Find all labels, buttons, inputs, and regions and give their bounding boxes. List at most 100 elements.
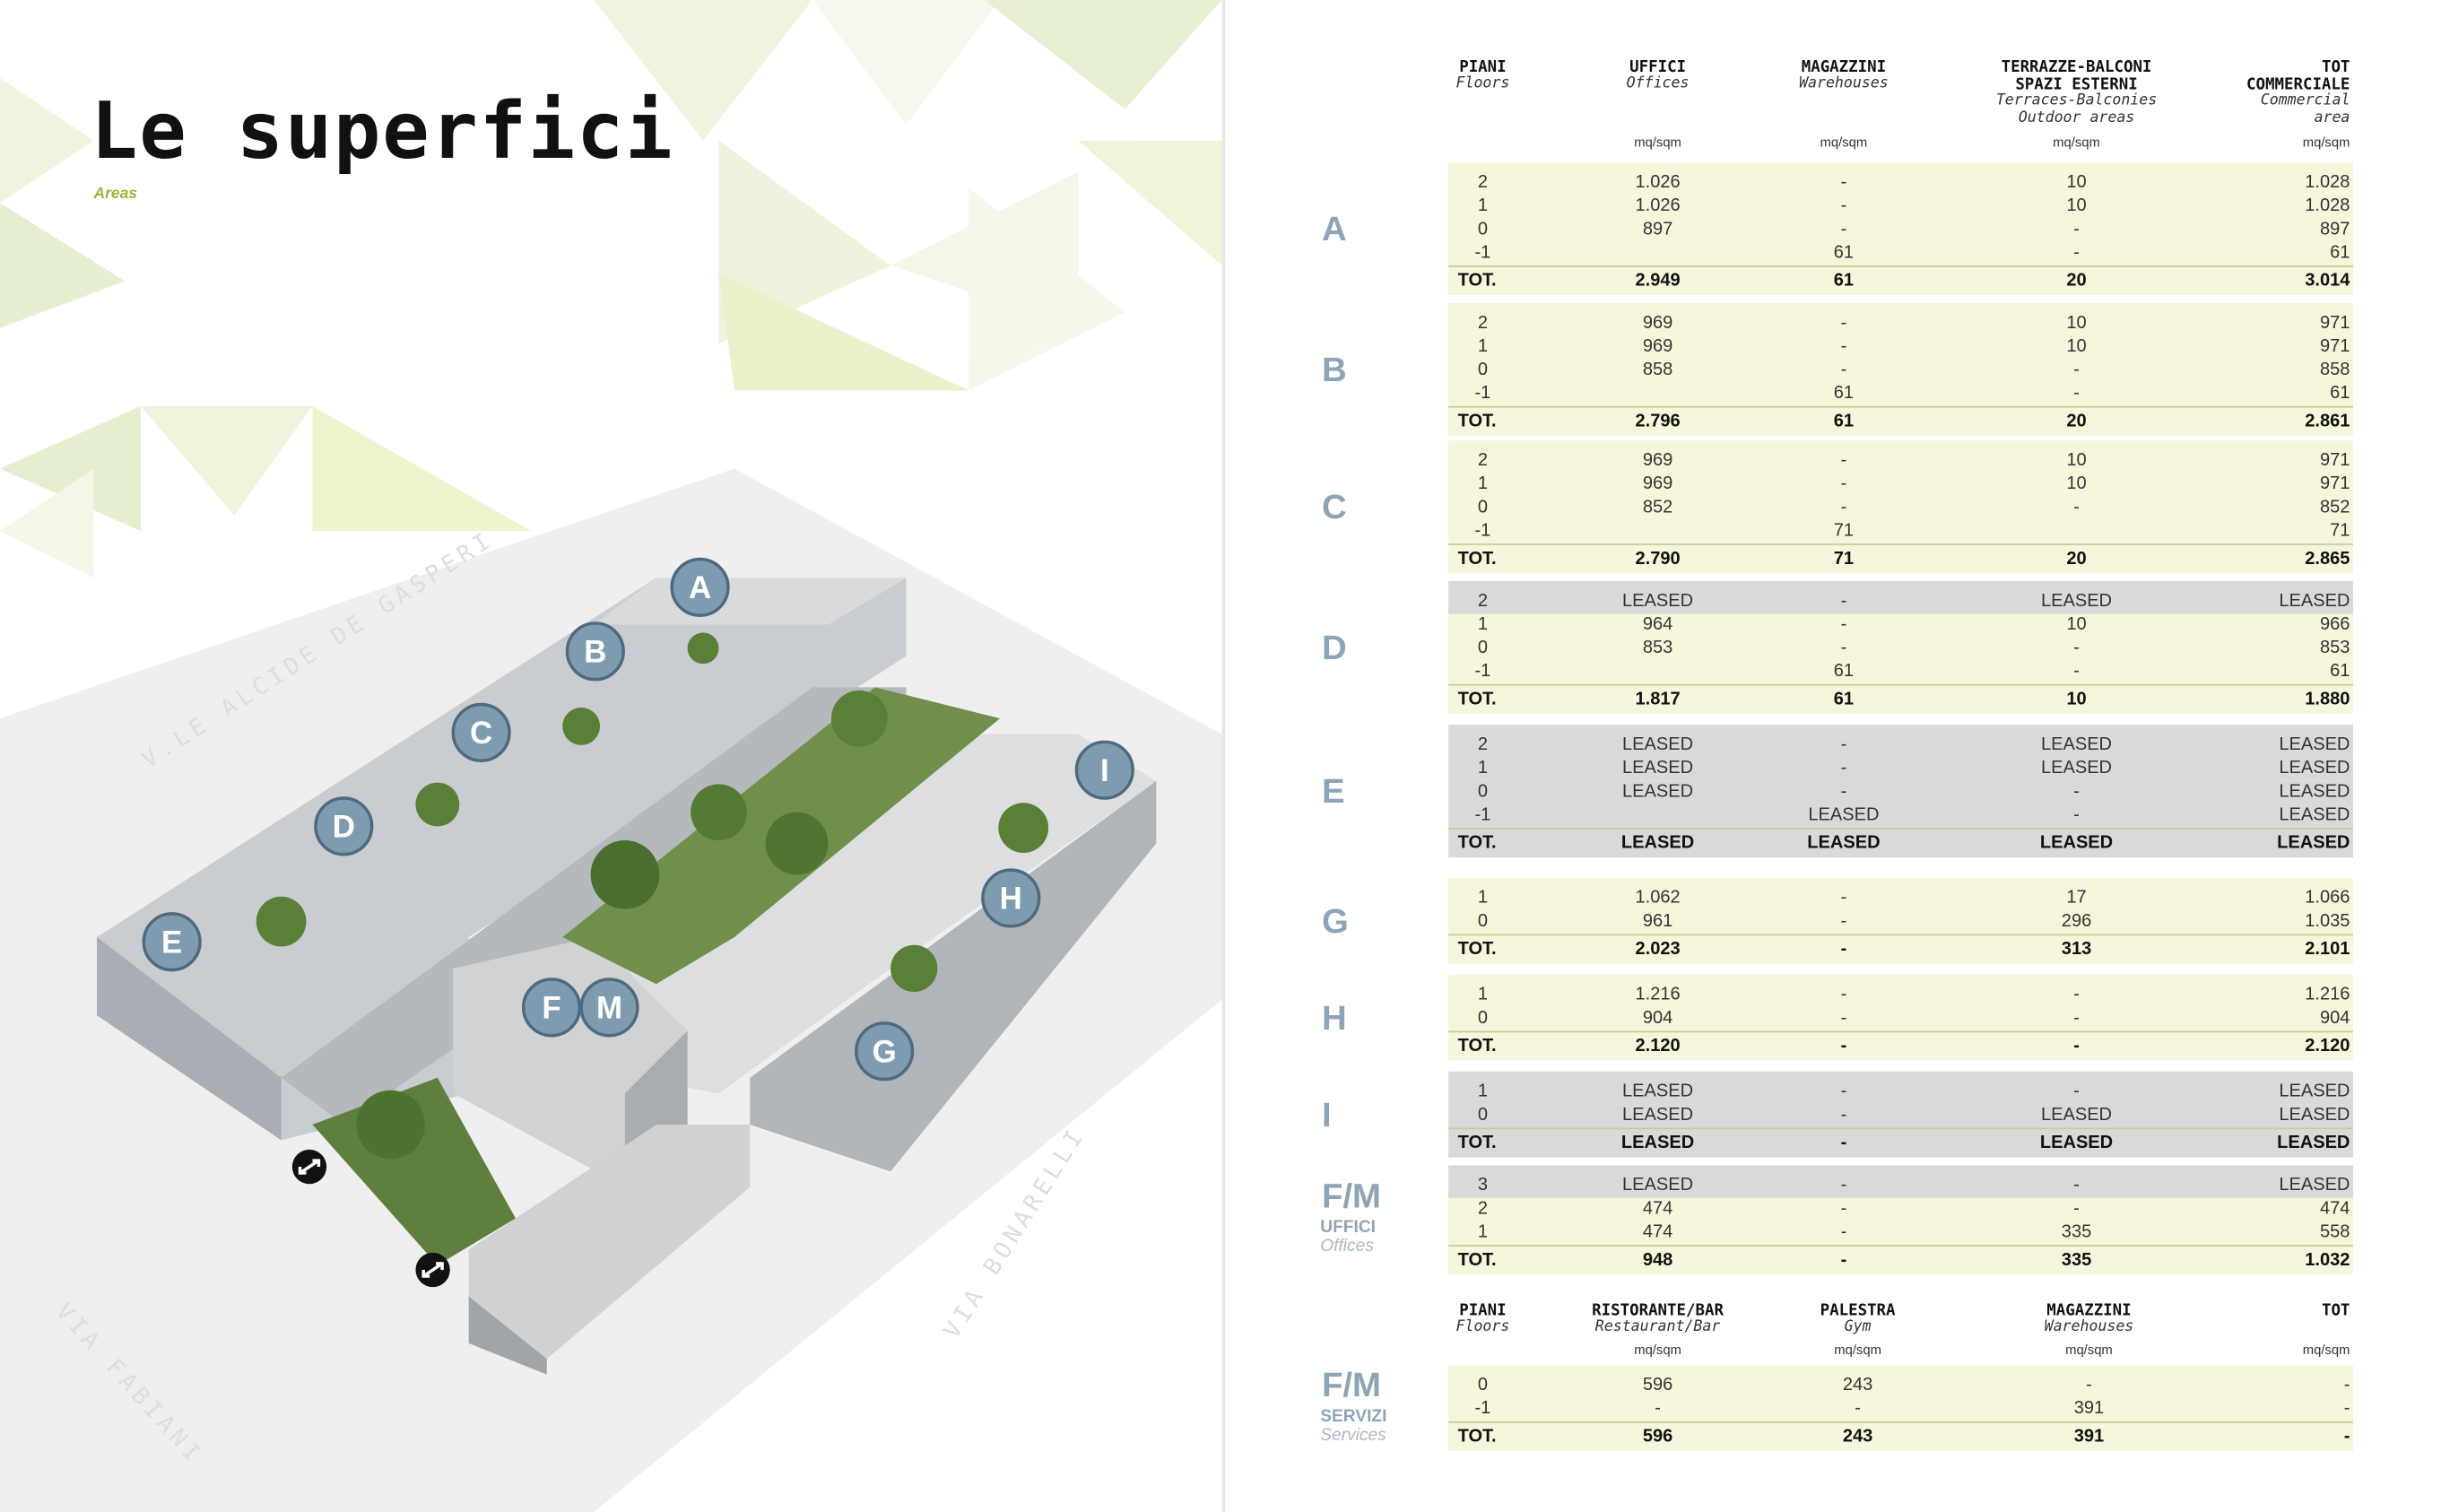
table-row: 1 LEASED - - LEASED bbox=[1448, 1081, 2353, 1105]
table-cell: TOT. bbox=[1457, 834, 1497, 853]
building-marker-m[interactable]: M bbox=[579, 978, 639, 1038]
building-marker-e[interactable]: E bbox=[142, 912, 202, 972]
table-cell: 10 bbox=[2066, 173, 2087, 193]
table-cell: LEASED bbox=[2279, 1082, 2350, 1101]
building-marker-label: F bbox=[542, 991, 560, 1026]
table-cell: - bbox=[2343, 1399, 2350, 1419]
table-cell: 858 bbox=[2319, 361, 2350, 380]
table-row: 2 969 - 10 971 bbox=[1448, 312, 2353, 336]
table-cell: 10 bbox=[2066, 337, 2087, 357]
table-cell: 2 bbox=[1477, 1199, 1489, 1219]
row-padding bbox=[1448, 1365, 2353, 1375]
building-marker-f[interactable]: F bbox=[521, 978, 582, 1038]
table-cell: 969 bbox=[1642, 451, 1673, 471]
table-cell: 2.949 bbox=[1635, 272, 1681, 291]
table-cell: LEASED bbox=[2279, 1176, 2350, 1195]
table-cell: 10 bbox=[2066, 615, 2087, 635]
table-cell: LEASED bbox=[2279, 805, 2350, 825]
building-marker-label: I bbox=[1100, 753, 1109, 788]
table-cell: 71 bbox=[2330, 521, 2350, 541]
table-cell: TOT. bbox=[1457, 1037, 1497, 1056]
table-row: 1 1.216 - - 1.216 bbox=[1448, 984, 2353, 1008]
table-cell: - bbox=[2343, 1427, 2350, 1447]
column-subtitle: Terraces-Balconies bbox=[1995, 91, 2158, 109]
table-cell: 1.028 bbox=[2305, 196, 2350, 216]
area-block-c: 2 969 - 10 971 1 969 - 10 971 0 852 - - 852 -1 71 71 TOT. 2… bbox=[1448, 440, 2353, 574]
total-row: TOT. 2.796 61 20 2.861 bbox=[1448, 405, 2353, 436]
table-cell: 1 bbox=[1477, 889, 1489, 908]
table-cell: 1.880 bbox=[2305, 690, 2350, 709]
table-cell: - bbox=[1840, 592, 1847, 612]
column-title: SPAZI ESTERNI bbox=[2015, 76, 2138, 94]
building-markers: A B C D E F M G H I bbox=[142, 557, 1134, 1082]
table-cell: - bbox=[2343, 1376, 2350, 1395]
table-cell: - bbox=[2073, 1199, 2080, 1219]
table-cell: 61 bbox=[1833, 412, 1855, 431]
table-cell: 964 bbox=[1642, 615, 1673, 635]
building-marker-label: A bbox=[689, 570, 711, 605]
table-cell: LEASED bbox=[1620, 1134, 1695, 1153]
table-cell: - bbox=[2073, 220, 2080, 239]
table-cell: - bbox=[1840, 498, 1847, 517]
building-marker-c[interactable]: C bbox=[451, 702, 511, 762]
table-cell: 971 bbox=[2319, 474, 2350, 494]
column-unit: mq/sqm bbox=[1634, 1342, 1681, 1358]
column-subtitle: Floors bbox=[1455, 74, 1510, 92]
table-row: 1 1.026 - 10 1.028 bbox=[1448, 195, 2353, 219]
total-row: TOT. 1.817 61 10 1.880 bbox=[1448, 683, 2353, 714]
column-title: TOT bbox=[2321, 1302, 2350, 1320]
table-cell: - bbox=[1840, 1176, 1847, 1195]
building-marker-g[interactable]: G bbox=[855, 1021, 915, 1082]
table-cell: 853 bbox=[2319, 639, 2350, 658]
table-cell: 71 bbox=[1833, 521, 1855, 541]
table-cell: LEASED bbox=[2039, 1134, 2114, 1153]
table-cell: - bbox=[2073, 1009, 2080, 1029]
table-cell: LEASED bbox=[1622, 592, 1694, 612]
table-cell: LEASED bbox=[2279, 782, 2350, 802]
table-cell: 10 bbox=[2066, 690, 2087, 709]
table-cell: LEASED bbox=[2279, 759, 2350, 778]
table-row: -1 61 - 61 bbox=[1448, 660, 2353, 684]
table-cell: -1 bbox=[1474, 521, 1491, 541]
column-header: PALESTRA Gym bbox=[1772, 1303, 1944, 1336]
table-cell: 858 bbox=[1642, 361, 1673, 380]
table-cell: 1.028 bbox=[2305, 173, 2350, 193]
building-marker-h[interactable]: H bbox=[981, 868, 1041, 928]
entrance-icon bbox=[291, 1149, 327, 1185]
page-divider bbox=[1221, 0, 1225, 1512]
column-title: PIANI bbox=[1459, 59, 1507, 77]
table-cell: 1 bbox=[1477, 986, 1489, 1004]
column-header: RISTORANTE/BAR Restaurant/Bar bbox=[1572, 1303, 1744, 1336]
area-block-b: 2 969-10 971 1 969-10 971 0 858- -858 -1 61-61 TOT.… bbox=[1448, 302, 2353, 436]
table-row: 0 961 - 296 1.035 bbox=[1448, 910, 2353, 934]
table-cell: 2 bbox=[1477, 314, 1489, 333]
table-cell: - bbox=[1840, 889, 1847, 908]
table-cell: LEASED bbox=[1622, 1082, 1694, 1101]
table-cell: - bbox=[1840, 912, 1847, 932]
block-label: D bbox=[1321, 627, 1347, 666]
table-cell: - bbox=[1840, 361, 1847, 380]
table-cell: 2 bbox=[1477, 173, 1489, 193]
table-cell: 1.035 bbox=[2305, 912, 2350, 932]
table-cell: LEASED bbox=[2040, 592, 2113, 612]
table-cell: LEASED bbox=[2040, 1106, 2113, 1125]
block-sublabel-en: Services bbox=[1320, 1425, 1386, 1445]
column-subtitle: Warehouses bbox=[2044, 1317, 2134, 1336]
building-marker-i[interactable]: I bbox=[1074, 740, 1134, 800]
table-cell: LEASED bbox=[1808, 805, 1880, 825]
building-marker-label: M bbox=[596, 991, 622, 1026]
column-subtitle: Offices bbox=[1626, 74, 1690, 92]
table-cell: - bbox=[1840, 1134, 1847, 1153]
building-marker-a[interactable]: A bbox=[670, 557, 730, 617]
table-cell: LEASED bbox=[1620, 834, 1695, 853]
table-cell: 0 bbox=[1477, 782, 1489, 802]
table-cell: 0 bbox=[1477, 361, 1489, 380]
table-cell: - bbox=[1840, 451, 1847, 471]
building-marker-b[interactable]: B bbox=[565, 621, 625, 682]
row-padding bbox=[1448, 162, 2353, 172]
table-cell: 969 bbox=[1642, 474, 1673, 494]
building-marker-d[interactable]: D bbox=[314, 796, 374, 856]
table-row: 3 LEASED - - LEASED bbox=[1448, 1174, 2353, 1198]
column-header: UFFICI Offices bbox=[1572, 59, 1744, 92]
